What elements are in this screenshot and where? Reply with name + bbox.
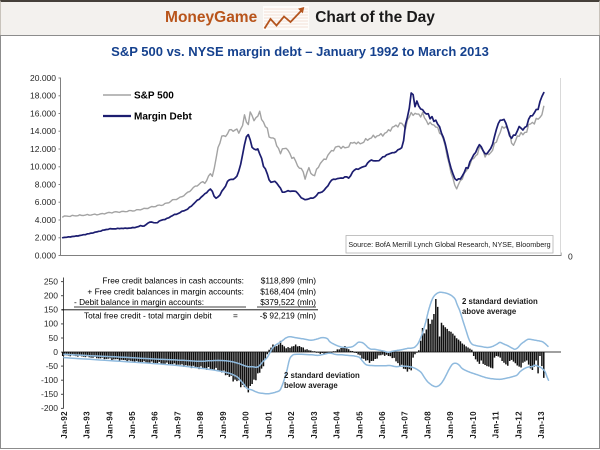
svg-text:100: 100: [44, 319, 58, 329]
svg-text:10.000: 10.000: [30, 162, 56, 172]
svg-text:Jan-99: Jan-99: [219, 411, 228, 439]
svg-text:0.000: 0.000: [35, 250, 57, 260]
svg-text:0: 0: [568, 252, 573, 262]
svg-text:0: 0: [53, 347, 58, 357]
svg-text:16.000: 16.000: [30, 108, 56, 118]
svg-text:-$ 92,219 (mln): -$ 92,219 (mln): [260, 311, 316, 321]
svg-text:Jan-92: Jan-92: [60, 411, 69, 439]
svg-text:-50: -50: [46, 361, 59, 371]
svg-text:2 standard deviation: 2 standard deviation: [284, 371, 360, 380]
svg-text:14.000: 14.000: [30, 126, 56, 136]
svg-text:Jan-07: Jan-07: [401, 411, 410, 439]
svg-text:Jan-96: Jan-96: [151, 411, 160, 439]
svg-text:Jan-01: Jan-01: [264, 411, 273, 439]
svg-text:Jan-05: Jan-05: [355, 411, 364, 439]
svg-text:250: 250: [44, 276, 58, 286]
svg-text:Jan-13: Jan-13: [537, 411, 546, 439]
svg-text:Jan-11: Jan-11: [492, 411, 501, 438]
svg-text:Source: BofA Merrill Lynch Glo: Source: BofA Merrill Lynch Global Resear…: [348, 240, 550, 249]
svg-text:50: 50: [49, 333, 59, 343]
svg-text:=: =: [233, 311, 238, 321]
svg-text:Jan-04: Jan-04: [333, 411, 342, 439]
svg-text:$379,522 (mln): $379,522 (mln): [260, 297, 316, 307]
svg-text:- Debit balance in margin acco: - Debit balance in margin accounts:: [74, 297, 204, 307]
svg-text:below average: below average: [284, 381, 338, 390]
svg-text:18.000: 18.000: [30, 91, 56, 101]
svg-text:150: 150: [44, 305, 58, 315]
svg-text:Margin Debt: Margin Debt: [134, 112, 192, 123]
svg-text:Jan-03: Jan-03: [310, 411, 319, 439]
svg-text:2.000: 2.000: [35, 233, 57, 243]
svg-text:$168,404 (mln): $168,404 (mln): [260, 286, 316, 296]
svg-text:Jan-93: Jan-93: [82, 411, 91, 439]
svg-text:20.000: 20.000: [30, 73, 56, 83]
svg-text:+ Free credit balances in marg: + Free credit balances in margin account…: [87, 286, 244, 296]
svg-text:Jan-02: Jan-02: [287, 411, 296, 439]
svg-text:-100: -100: [41, 375, 58, 385]
svg-text:Jan-94: Jan-94: [105, 411, 114, 439]
svg-text:Jan-00: Jan-00: [242, 411, 251, 439]
svg-text:12.000: 12.000: [30, 144, 56, 154]
svg-text:Jan-06: Jan-06: [378, 411, 387, 439]
svg-text:Jan-98: Jan-98: [196, 411, 205, 439]
svg-text:-200: -200: [41, 403, 58, 413]
svg-text:Total free credit - total marg: Total free credit - total margin debit: [84, 311, 212, 321]
svg-text:Jan-09: Jan-09: [446, 411, 455, 439]
svg-text:Jan-10: Jan-10: [469, 411, 478, 439]
svg-text:Jan-12: Jan-12: [514, 411, 523, 439]
svg-text:6.000: 6.000: [35, 197, 57, 207]
svg-text:$118,899 (mln): $118,899 (mln): [261, 276, 316, 286]
svg-text:4.000: 4.000: [35, 215, 57, 225]
svg-text:above average: above average: [462, 307, 517, 316]
svg-text:Jan-08: Jan-08: [424, 411, 433, 439]
svg-text:S&P 500: S&P 500: [134, 91, 174, 102]
svg-text:Free credit balances in cash a: Free credit balances in cash accounts:: [102, 276, 244, 286]
svg-text:-150: -150: [41, 389, 58, 399]
svg-text:2 standard deviation: 2 standard deviation: [462, 297, 538, 306]
svg-text:8.000: 8.000: [35, 179, 57, 189]
svg-text:Jan-95: Jan-95: [128, 411, 137, 439]
svg-text:200: 200: [44, 291, 58, 301]
svg-text:Jan-97: Jan-97: [173, 411, 182, 439]
